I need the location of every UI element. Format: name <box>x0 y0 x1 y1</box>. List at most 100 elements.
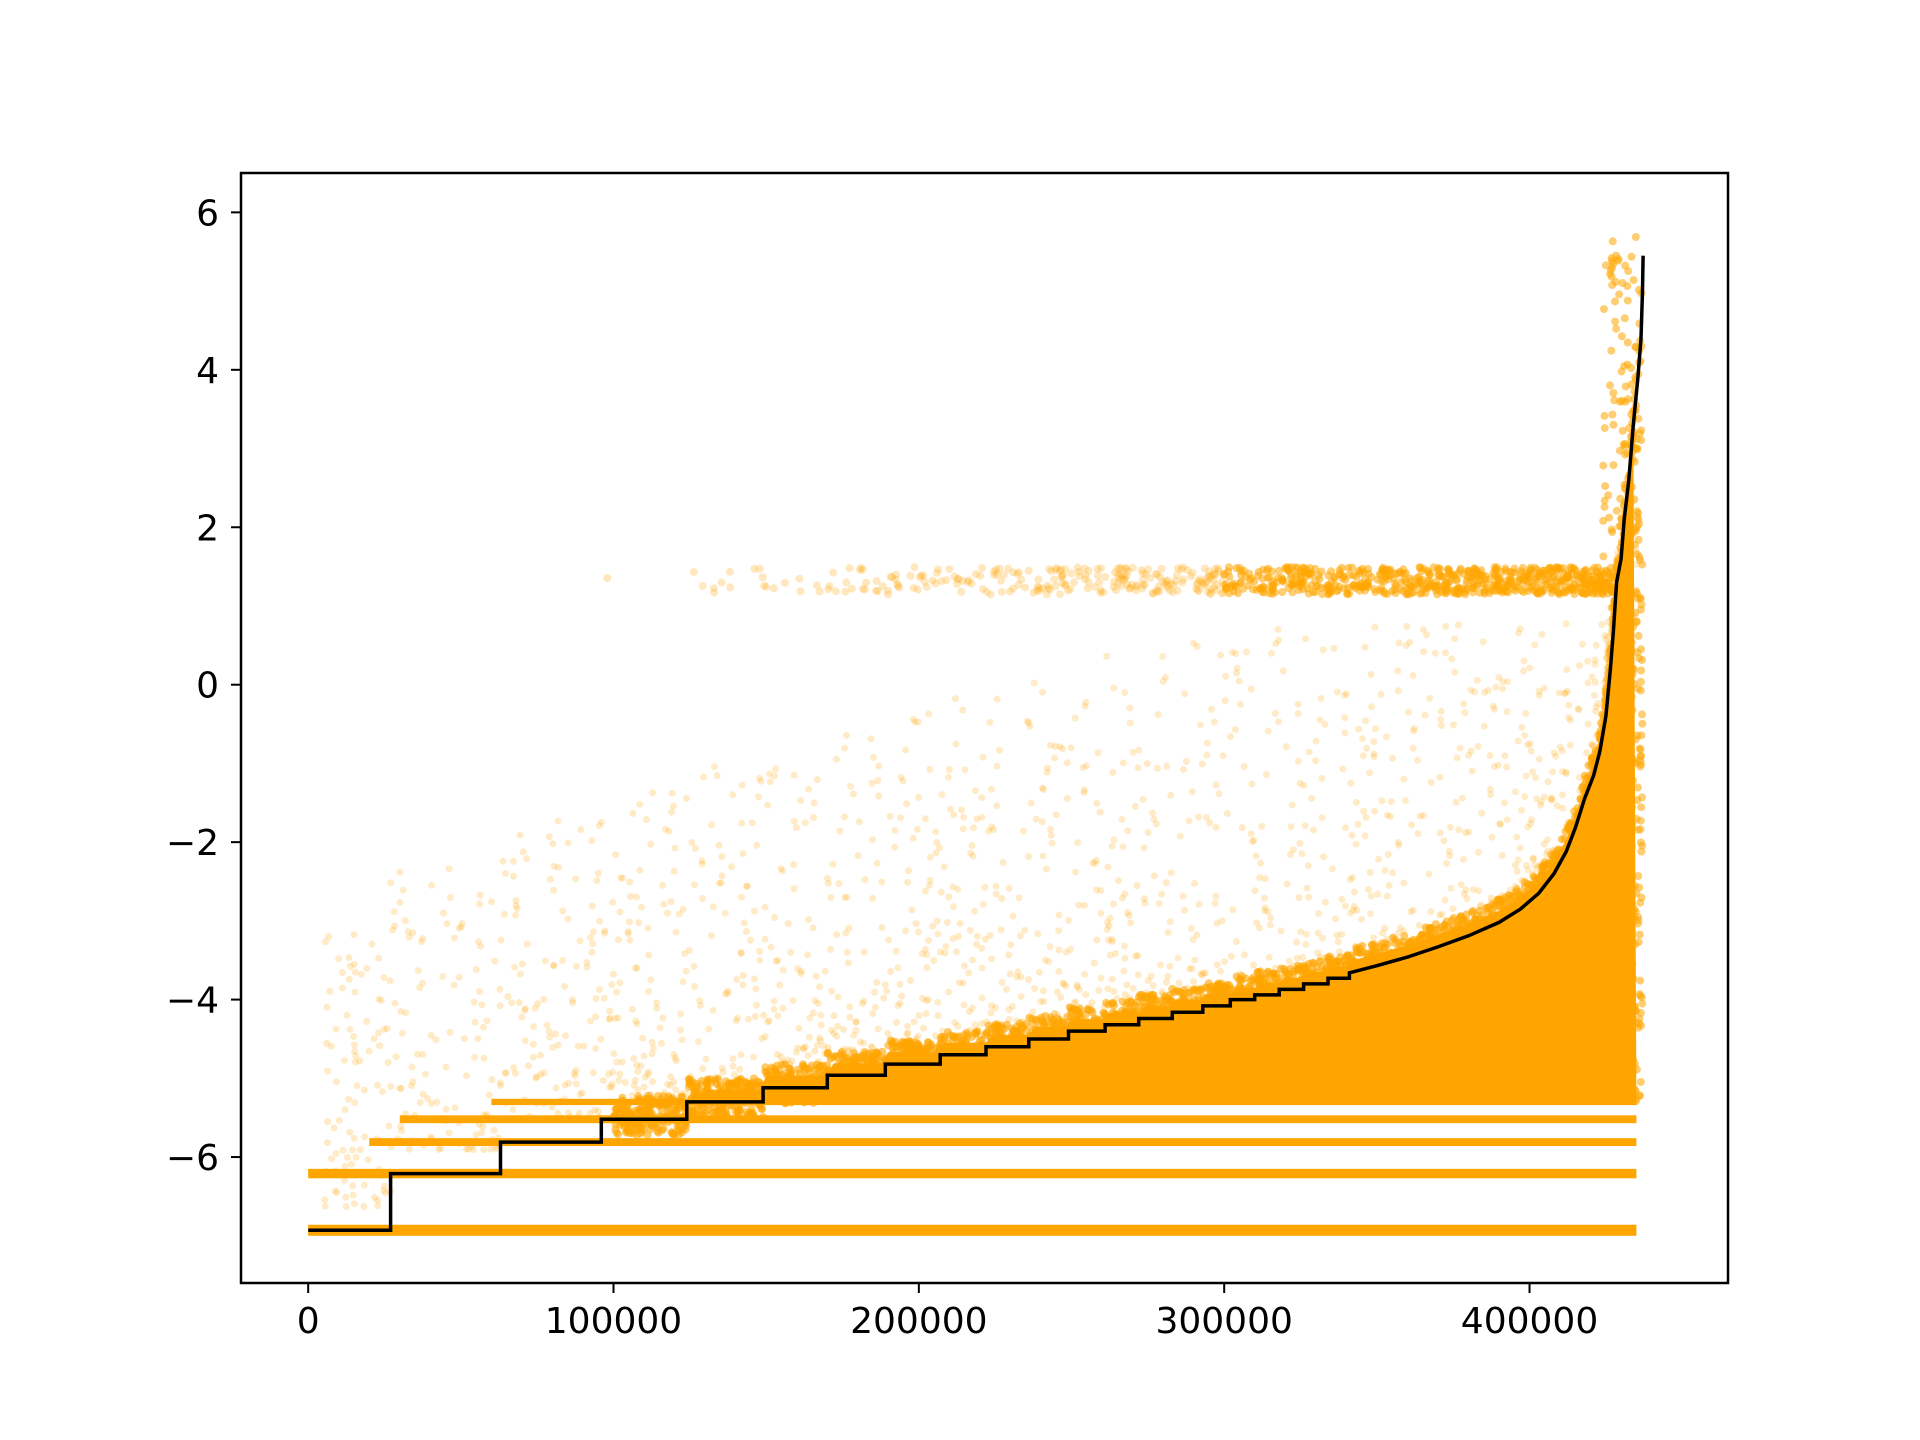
scatter-point <box>1131 586 1140 595</box>
scatter-point <box>387 1083 395 1090</box>
scatter-point <box>1331 915 1339 923</box>
scatter-point <box>1419 626 1427 634</box>
scatter-point <box>809 924 817 932</box>
scatter-point <box>790 885 798 893</box>
scatter-point <box>1591 678 1599 686</box>
scatter-point <box>1043 764 1051 772</box>
scatter-point <box>612 1128 621 1137</box>
scatter-point <box>752 985 760 993</box>
scatter-point <box>1103 652 1111 660</box>
scatter-point <box>1462 886 1470 894</box>
scatter-point <box>1154 711 1162 719</box>
scatter-point <box>1132 581 1141 590</box>
scatter-point <box>734 1109 743 1117</box>
scatter-point <box>1546 563 1555 572</box>
scatter-point <box>918 950 926 958</box>
scatter-point <box>1314 929 1322 937</box>
scatter-point <box>733 1080 742 1089</box>
scatter-point <box>624 930 632 937</box>
scatter-point <box>1158 988 1166 996</box>
scatter-point <box>978 794 986 802</box>
scatter-point <box>947 805 954 813</box>
scatter-point <box>1563 666 1571 674</box>
scatter-point <box>439 973 447 980</box>
scatter-point <box>833 755 840 763</box>
scatter-point <box>1562 689 1570 697</box>
scatter-point <box>330 1124 338 1132</box>
scatter-point <box>1223 810 1231 817</box>
scatter-point <box>1192 584 1201 593</box>
scatter-point <box>963 1031 972 1040</box>
scatter-point <box>1263 771 1270 778</box>
scatter-point <box>464 1145 472 1153</box>
scatter-point <box>1047 825 1055 833</box>
scatter-point <box>1367 671 1375 678</box>
scatter-point <box>796 587 805 596</box>
scatter-point <box>512 902 520 910</box>
scatter-point <box>1149 982 1157 990</box>
scatter-point <box>809 1098 818 1107</box>
scatter-point <box>890 1053 899 1062</box>
scatter-point <box>1481 688 1489 696</box>
scatter-point <box>648 1050 656 1058</box>
scatter-point <box>1193 642 1201 650</box>
scatter-point <box>739 981 747 989</box>
scatter-point <box>1524 866 1532 874</box>
scatter-point <box>1104 863 1112 871</box>
scatter-point <box>1055 927 1063 935</box>
scatter-point <box>808 1089 817 1097</box>
scatter-point <box>756 947 764 955</box>
scatter-point <box>338 969 346 976</box>
scatter-point <box>1543 836 1551 844</box>
scatter-point <box>589 928 597 936</box>
scatter-point <box>992 882 1000 890</box>
scatter-point <box>1436 773 1444 781</box>
scatter-point <box>875 762 883 770</box>
scatter-point <box>1421 924 1429 931</box>
scatter-point <box>1319 934 1326 942</box>
scatter-point <box>552 1084 560 1092</box>
scatter-point <box>658 1039 665 1047</box>
scatter-point <box>1052 564 1061 573</box>
scatter-point <box>1152 569 1161 578</box>
scatter-point <box>817 1037 824 1045</box>
scatter-point <box>552 1030 560 1038</box>
scatter-point <box>941 949 949 957</box>
scatter-point <box>1106 951 1114 959</box>
scatter-point <box>1155 573 1164 582</box>
scatter-point <box>650 1119 659 1128</box>
scatter-point <box>1073 981 1081 989</box>
scatter-point <box>653 999 661 1007</box>
scatter-point <box>1569 575 1578 584</box>
scatter-point <box>1388 933 1397 942</box>
scatter-point <box>1050 575 1059 584</box>
scatter-point <box>594 869 602 877</box>
scatter-point <box>914 718 922 726</box>
scatter-point <box>847 584 856 593</box>
scatter-point <box>922 997 930 1004</box>
scatter-point <box>912 1035 920 1043</box>
scatter-point <box>726 583 735 592</box>
scatter-point <box>1032 815 1040 823</box>
scatter-point <box>483 1113 490 1121</box>
scatter-point <box>596 917 603 925</box>
scatter-point <box>1129 984 1137 992</box>
scatter-point <box>351 968 359 976</box>
scatter-point <box>1006 1038 1015 1047</box>
scatter-point <box>932 1032 939 1040</box>
scatter-point <box>721 1105 730 1114</box>
scatter-point <box>550 886 558 894</box>
scatter-point <box>850 1062 859 1071</box>
scatter-point <box>1560 586 1569 595</box>
scatter-point <box>869 836 877 844</box>
scatter-point <box>1550 749 1558 757</box>
scatter-point <box>826 1054 835 1063</box>
scatter-point <box>1085 1003 1093 1011</box>
scatter-point <box>419 979 426 987</box>
scatter-point <box>881 981 889 989</box>
scatter-point <box>401 917 409 925</box>
scatter-point <box>455 924 463 932</box>
scatter-point <box>605 1070 613 1078</box>
scatter-point <box>737 893 745 901</box>
